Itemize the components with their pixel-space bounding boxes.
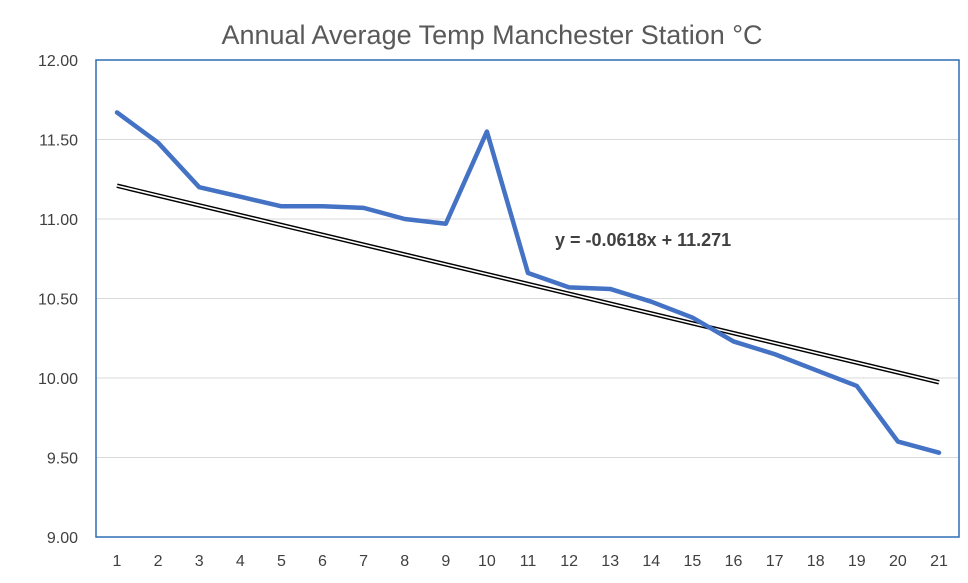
data-point [486,131,488,133]
trendline-equation: y = -0.0618x + 11.271 [555,230,731,250]
data-point [280,205,282,207]
data-point [609,288,611,290]
x-tick-label: 2 [154,553,163,570]
y-tick-label: 12.00 [38,53,78,70]
x-tick-label: 14 [642,553,660,570]
gridlines [96,139,959,458]
y-axis-ticks: 12.00 11.50 11.00 10.50 10.00 9.50 9.00 [38,53,78,547]
x-tick-label: 18 [807,553,825,570]
data-point [157,142,159,144]
x-tick-label: 7 [359,553,368,570]
x-tick-label: 5 [277,553,286,570]
x-tick-label: 10 [478,553,496,570]
y-tick-label: 9.00 [47,530,78,547]
data-point [363,207,365,209]
data-point [527,272,529,274]
x-tick-label: 9 [441,553,450,570]
y-tick-label: 9.50 [47,451,78,468]
x-tick-label: 11 [520,553,537,570]
data-point [650,301,652,303]
data-point [897,441,899,443]
data-point [239,196,241,198]
x-axis-ticks: 1 2 3 4 5 6 7 8 9 10 11 12 13 14 15 16 17 18 19 20 21 [113,553,948,570]
data-point [815,369,817,371]
trendline [116,183,940,385]
data-point [938,452,940,454]
x-tick-label: 12 [560,553,578,570]
data-point [404,218,406,220]
data-point [774,353,776,355]
data-point [691,317,693,319]
x-tick-label: 19 [848,553,866,570]
x-tick-label: 13 [601,553,619,570]
data-point [322,205,323,207]
trendline-inner [116,184,940,384]
x-tick-label: 6 [318,553,327,570]
x-tick-label: 1 [113,553,122,570]
x-tick-label: 16 [725,553,743,570]
chart-title: Annual Average Temp Manchester Station °… [221,20,762,50]
data-point [445,223,447,225]
x-tick-label: 4 [236,553,245,570]
x-tick-label: 8 [400,553,409,570]
data-point [856,385,858,387]
series-line [114,110,942,455]
data-point [116,111,118,113]
x-tick-label: 21 [930,553,948,570]
x-tick-label: 17 [766,553,784,570]
x-tick-label: 15 [684,553,702,570]
x-tick-label: 3 [195,553,204,570]
plot-area-border [95,59,960,538]
x-tick-label: 20 [889,553,907,570]
data-point [198,186,200,188]
y-tick-label: 10.50 [38,292,78,309]
y-tick-label: 11.00 [39,212,78,229]
data-point [733,340,734,342]
data-point [568,286,570,288]
y-tick-label: 11.50 [39,133,78,150]
y-tick-label: 10.00 [38,371,78,388]
